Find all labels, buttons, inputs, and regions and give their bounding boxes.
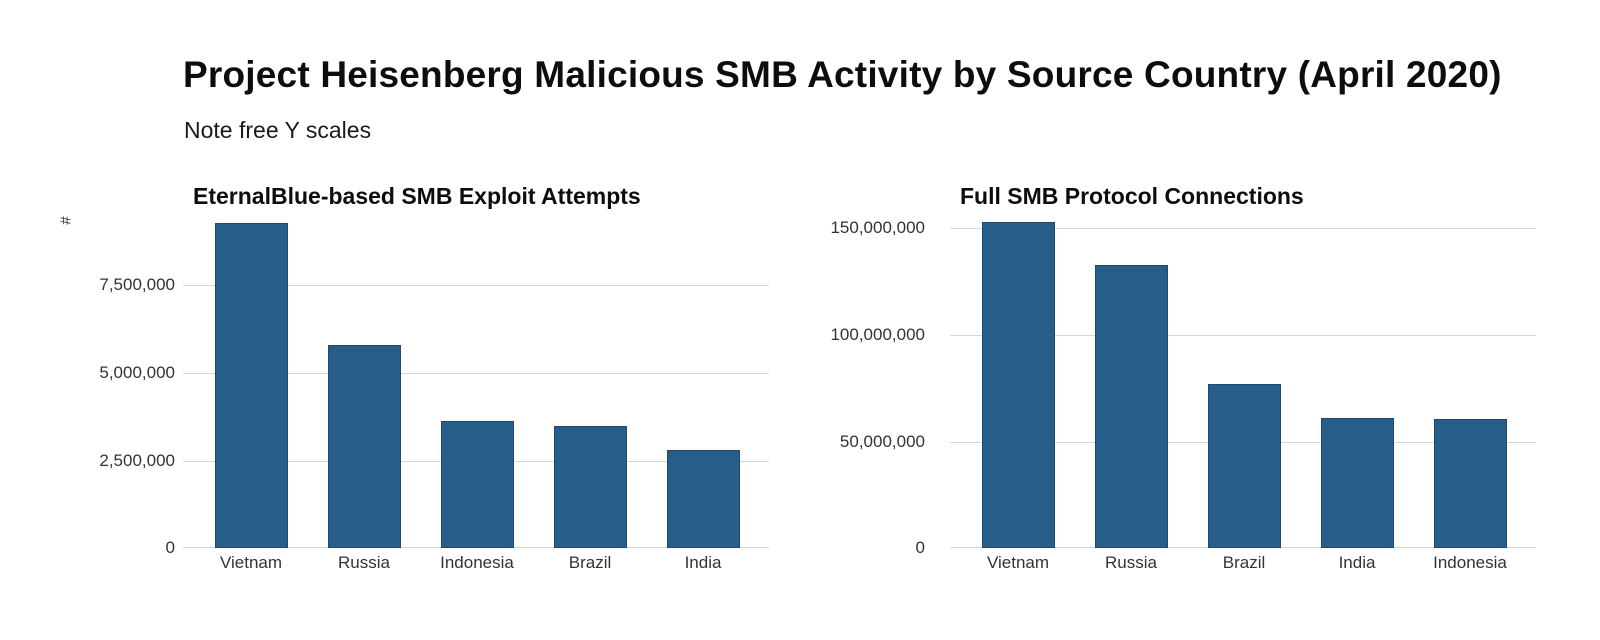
x-tick-label: Brazil xyxy=(568,553,612,572)
bar-india xyxy=(1320,418,1394,548)
y-tick-label: 0 xyxy=(165,538,175,557)
plot-area-eternalblue xyxy=(183,218,769,548)
plot-area-full-smb xyxy=(950,218,1536,548)
y-tick-label: 50,000,000 xyxy=(839,432,925,451)
bar-indonesia xyxy=(440,421,514,548)
y-tick-label: 5,000,000 xyxy=(99,363,175,382)
y-tick-label: 7,500,000 xyxy=(99,275,175,294)
y-tick-label: 150,000,000 xyxy=(830,218,925,237)
panel-title-full-smb: Full SMB Protocol Connections xyxy=(960,183,1304,209)
gridline xyxy=(950,228,1536,229)
gridline xyxy=(183,285,769,286)
bar-brazil xyxy=(1207,384,1281,548)
bar-russia xyxy=(327,344,401,548)
bar-brazil xyxy=(553,425,627,548)
bar-russia xyxy=(1094,265,1168,548)
x-tick-label: Brazil xyxy=(1222,553,1266,572)
y-tick-label: 0 xyxy=(915,538,925,557)
gridline xyxy=(183,373,769,374)
y-tick-label: 100,000,000 xyxy=(830,325,925,344)
chart-title: Project Heisenberg Malicious SMB Activit… xyxy=(183,54,1502,95)
x-tick-label: Russia xyxy=(1105,553,1157,572)
gridline xyxy=(950,335,1536,336)
x-tick-label: Vietnam xyxy=(219,553,283,572)
bar-indonesia xyxy=(1433,418,1507,548)
bar-india xyxy=(666,450,740,548)
x-tick-label: Russia xyxy=(338,553,390,572)
panel-title-eternalblue: EternalBlue-based SMB Exploit Attempts xyxy=(193,183,641,209)
y-tick-label: 2,500,000 xyxy=(99,451,175,470)
x-tick-label: Indonesia xyxy=(440,553,514,572)
y-axis-label: # xyxy=(57,216,75,225)
bar-vietnam xyxy=(214,223,288,548)
x-tick-label: Vietnam xyxy=(986,553,1050,572)
x-tick-label: India xyxy=(1338,553,1376,572)
bar-vietnam xyxy=(981,222,1055,548)
x-tick-label: India xyxy=(684,553,722,572)
x-tick-label: Indonesia xyxy=(1433,553,1507,572)
chart-subtitle: Note free Y scales xyxy=(184,117,372,143)
